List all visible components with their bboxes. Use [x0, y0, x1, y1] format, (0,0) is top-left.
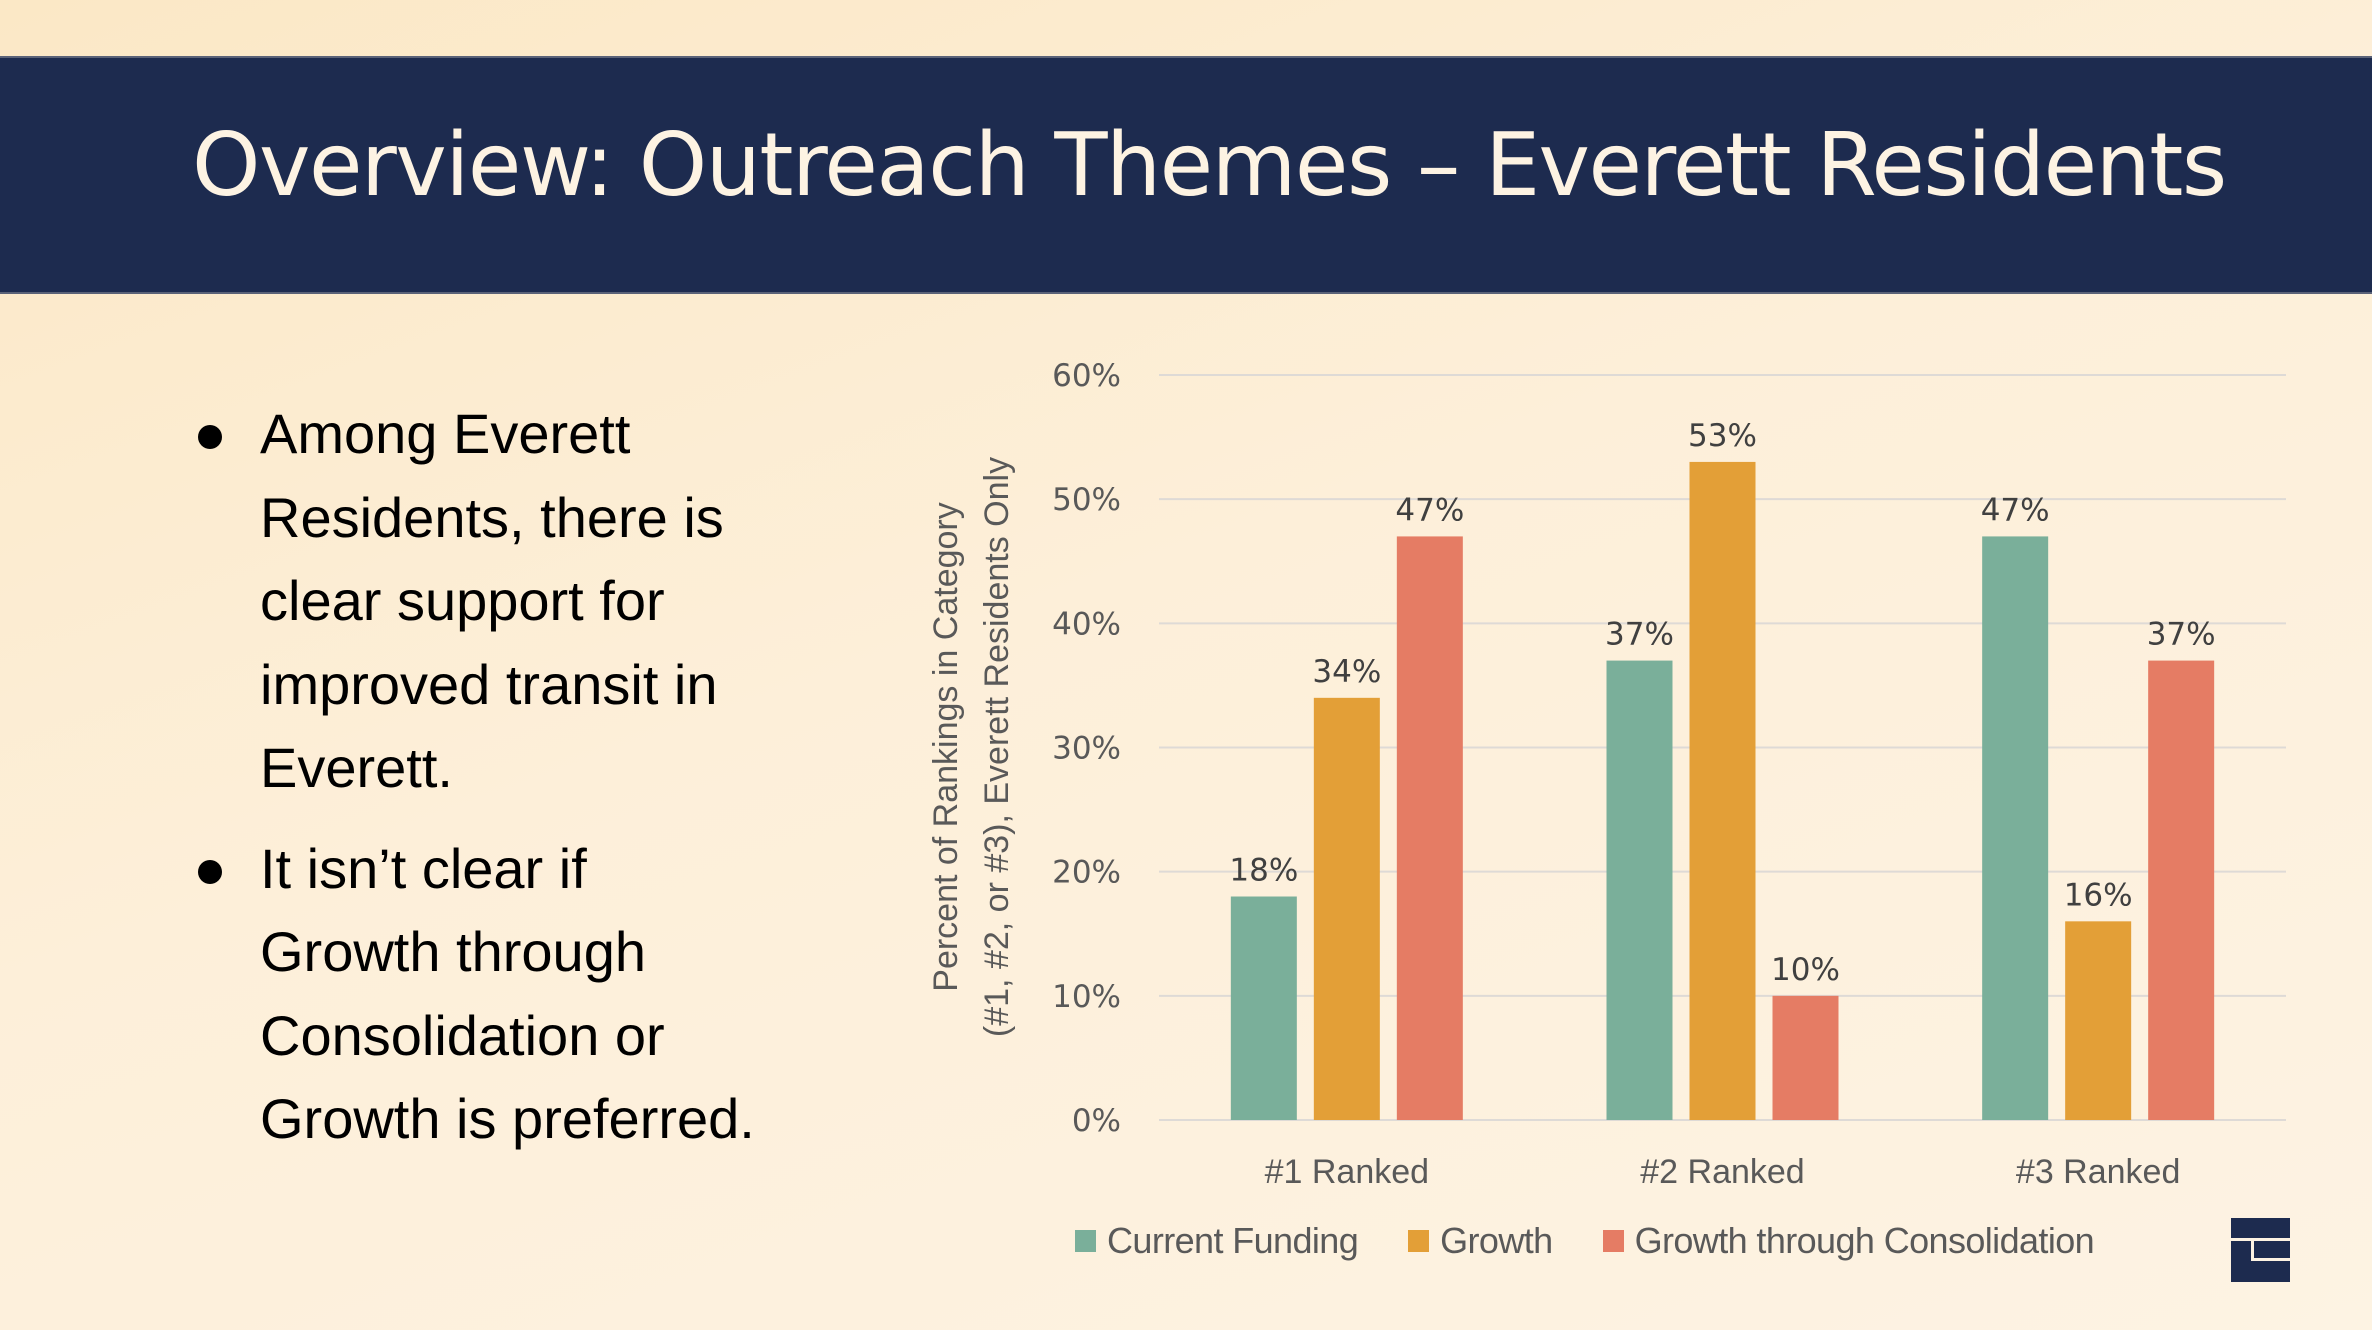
legend-swatch-growth: [1408, 1230, 1430, 1252]
y-tick-label: 10%: [1052, 979, 1121, 1015]
bar: [2148, 660, 2215, 1120]
y-axis-title-line-2: (#1, #2, or #3), Everett Residents Only: [978, 457, 1016, 1037]
value-labels: 18% 34% 47% 37% 53% 10% 47% 16% 37%: [1229, 418, 2215, 988]
slide-title: Overview: Outreach Themes – Everett Resi…: [192, 114, 2227, 216]
data-label: 37%: [2147, 617, 2216, 653]
bars: [1230, 461, 2215, 1121]
data-label: 53%: [1688, 418, 1757, 454]
bullet-line: It isn’t clear if: [260, 836, 587, 900]
legend-label: Growth through Consolidation: [1634, 1220, 2095, 1261]
bullet-line: Everett.: [260, 736, 453, 799]
category-label: #3 Ranked: [2016, 1153, 2180, 1191]
y-tick-label: 50%: [1052, 482, 1121, 518]
bullet-list: Among Everett Residents, there is clear …: [190, 392, 890, 1178]
data-label: 37%: [1605, 617, 1674, 653]
data-label: 47%: [1981, 492, 2050, 528]
bullet-line: Residents, there is: [260, 485, 724, 549]
bullet-item: Among Everett Residents, there is clear …: [190, 392, 890, 810]
category-label: #2 Ranked: [1640, 1153, 1804, 1191]
data-label: 18%: [1229, 853, 1298, 889]
bullet-item: It isn’t clear if Growth through Consoli…: [190, 827, 890, 1161]
category-labels: #1 Ranked #2 Ranked #3 Ranked: [1265, 1153, 2181, 1191]
y-tick-label: 0%: [1072, 1103, 1121, 1139]
bullet-line: Growth through: [260, 920, 646, 983]
legend-item-growth-through-consolidation: Growth through Consolidation: [1602, 1220, 2095, 1262]
bar: [1689, 461, 1756, 1121]
data-label: 34%: [1312, 654, 1381, 690]
legend-swatch-current-funding: [1075, 1230, 1096, 1252]
y-axis-title-line-1: Percent of Rankings in Category: [927, 502, 965, 991]
organization-logo-icon: [2231, 1218, 2290, 1282]
legend-swatch-growth-through-consolidation: [1602, 1230, 1624, 1252]
y-tick-label: 20%: [1052, 855, 1121, 891]
y-tick-label: 60%: [1052, 358, 1121, 394]
bar: [1606, 660, 1673, 1120]
legend-item-growth: Growth: [1408, 1220, 1553, 1262]
chart-legend: Current Funding Growth Growth through Co…: [1075, 1218, 2144, 1264]
bar: [1230, 896, 1297, 1120]
legend-item-current-funding: Current Funding: [1075, 1220, 1359, 1262]
bullet-line: Consolidation or: [260, 1003, 665, 1067]
bar: [1313, 697, 1380, 1120]
y-axis-title: Percent of Rankings in Category (#1, #2,…: [927, 457, 1016, 1037]
y-tick-label: 30%: [1052, 731, 1121, 767]
bar: [1772, 995, 1839, 1120]
bullet-dot-icon: [198, 859, 222, 884]
data-label: 10%: [1771, 952, 1840, 988]
header-band: Overview: Outreach Themes – Everett Resi…: [0, 56, 2372, 294]
bar: [1982, 536, 2049, 1120]
y-axis-ticks: 0% 10% 20% 30% 40% 50% 60%: [1052, 358, 1121, 1139]
bar: [2065, 921, 2132, 1120]
bullet-line: clear support for: [260, 569, 665, 632]
bullet-line: improved transit in: [260, 652, 718, 716]
legend-label: Current Funding: [1107, 1220, 1359, 1261]
bullet-dot-icon: [198, 425, 222, 449]
data-label: 47%: [1395, 492, 1464, 528]
category-label: #1 Ranked: [1265, 1153, 1429, 1191]
bullet-line: Among Everett: [260, 402, 631, 465]
legend-label: Growth: [1440, 1220, 1553, 1261]
bullet-line: Growth is preferred.: [260, 1087, 755, 1150]
data-label: 16%: [2064, 877, 2133, 913]
y-tick-label: 40%: [1052, 606, 1121, 642]
bar: [1396, 536, 1463, 1120]
